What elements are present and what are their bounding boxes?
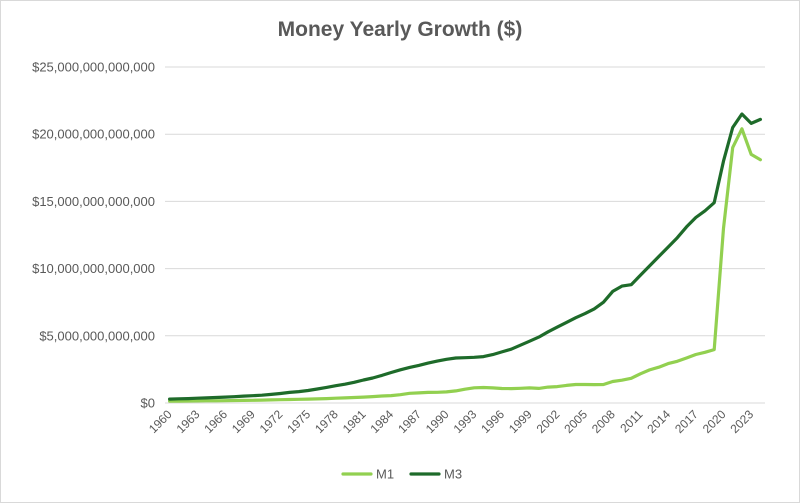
x-tick-label: 1996 <box>478 407 507 436</box>
y-axis-ticks: $0 $5,000,000,000,000 $10,000,000,000,000 $… <box>32 60 155 411</box>
y-tick-label: $5,000,000,000,000 <box>39 328 155 343</box>
y-tick-label: $25,000,000,000,000 <box>32 60 155 75</box>
x-tick-label: 2005 <box>561 407 590 436</box>
series-line-m3 <box>168 112 763 401</box>
x-tick-label: 1963 <box>174 407 203 436</box>
chart-title: Money Yearly Growth ($) <box>277 18 523 41</box>
x-tick-label: 1960 <box>146 407 175 436</box>
x-tick-label: 1987 <box>395 407 424 436</box>
y-tick-label: $20,000,000,000,000 <box>32 127 155 142</box>
gridlines <box>165 66 765 404</box>
series-lines <box>168 112 763 403</box>
x-tick-label: 1999 <box>506 407 535 436</box>
x-tick-label: 1978 <box>312 407 341 436</box>
y-tick-label: $0 <box>141 396 155 411</box>
x-tick-label: 1975 <box>284 407 313 436</box>
x-tick-label: 1972 <box>257 407 286 436</box>
legend: M1 M3 <box>341 467 462 482</box>
x-tick-label: 2020 <box>700 407 729 436</box>
x-tick-label: 2014 <box>644 407 673 436</box>
y-tick-label: $10,000,000,000,000 <box>32 261 155 276</box>
x-tick-label: 1966 <box>201 407 230 436</box>
x-tick-label: 1993 <box>451 407 480 436</box>
x-tick-label: 1981 <box>340 407 369 436</box>
x-tick-label: 1984 <box>367 407 396 436</box>
x-tick-label: 2011 <box>617 407 645 435</box>
x-tick-label: 2008 <box>589 407 618 436</box>
x-tick-label: 1969 <box>229 407 258 436</box>
x-axis-ticks: 1960196319661969197219751978198119841987… <box>146 407 757 436</box>
x-tick-label: 2002 <box>534 407 563 436</box>
legend-label-m1: M1 <box>376 467 394 482</box>
x-tick-label: 2017 <box>672 407 701 436</box>
legend-label-m3: M3 <box>444 467 462 482</box>
x-tick-label: 2023 <box>727 407 756 436</box>
x-tick-label: 1990 <box>423 407 452 436</box>
y-tick-label: $15,000,000,000,000 <box>32 194 155 209</box>
series-line-m1 <box>168 127 763 403</box>
